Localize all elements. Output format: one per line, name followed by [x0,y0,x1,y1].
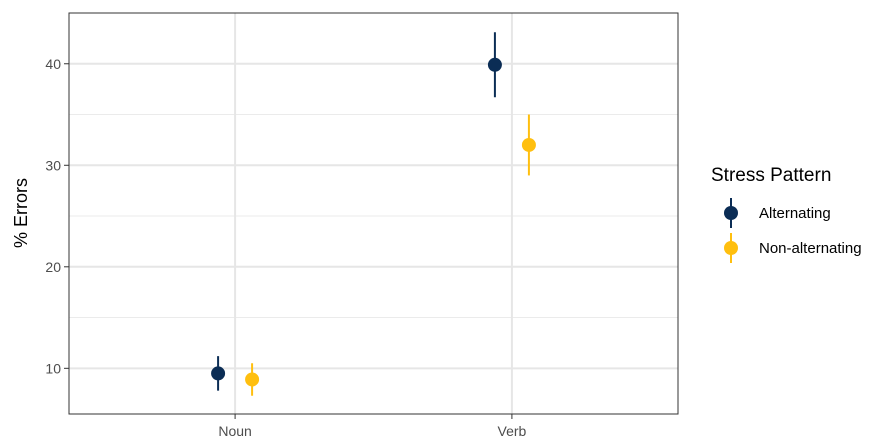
legend: Stress Pattern Alternating Non-alternatin… [711,165,862,263]
data-point [521,137,536,152]
y-tick-label: 40 [45,56,61,72]
x-tick-label: Noun [218,423,251,439]
y-tick-label: 20 [45,259,61,275]
data-point [487,57,502,72]
data-point [211,366,226,381]
x-tick-label: Verb [498,423,527,439]
legend-label: Non-alternating [759,240,862,257]
panel-border [68,12,679,415]
y-axis: 10 20 30 40 [45,56,69,376]
data-points [211,32,536,396]
legend-key-point [724,241,738,255]
panel-background [69,13,678,414]
y-tick-label: 10 [45,360,61,376]
legend-label: Alternating [759,205,831,222]
y-tick-label: 30 [45,157,61,173]
legend-key-point [724,206,738,220]
legend-title: Stress Pattern [711,165,831,186]
plot-panel [68,12,679,415]
y-axis-title: % Errors [11,178,31,248]
data-point [245,372,260,387]
x-axis: Noun Verb [218,414,527,439]
